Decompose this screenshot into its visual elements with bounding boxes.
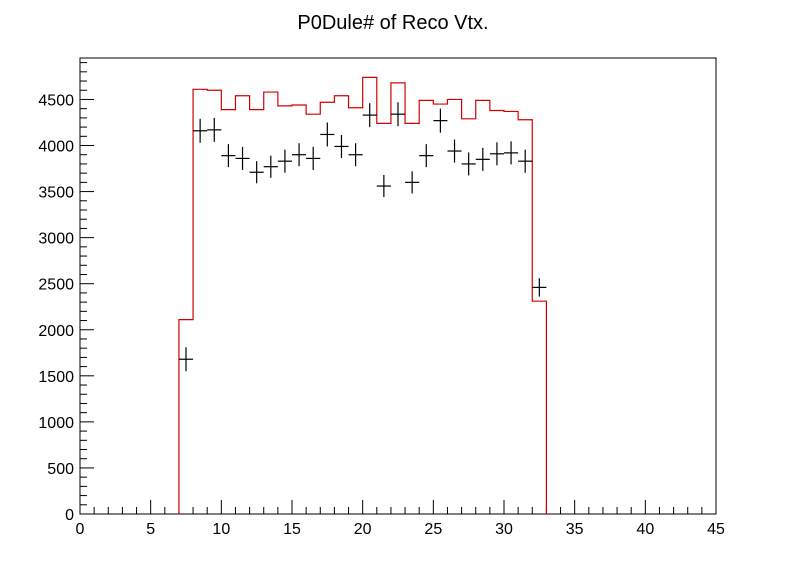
data-point [405,171,420,194]
data-point [320,122,335,147]
data-point [249,161,264,184]
data-point [178,347,194,372]
y-tick-label: 500 [47,461,74,478]
data-point [306,146,321,170]
data-point [447,139,462,163]
x-tick-label: 20 [354,521,372,538]
x-tick-label: 30 [495,521,513,538]
data-point [419,144,434,168]
data-point [489,142,504,166]
x-tick-label: 35 [566,521,584,538]
y-tick-label: 2000 [38,323,74,340]
y-tick-label: 1000 [38,415,74,432]
plot-frame [79,57,717,515]
data-point [362,103,377,128]
x-tick-label: 10 [212,521,230,538]
data-point [221,144,236,168]
x-tick-label: 5 [146,521,155,538]
y-tick-label: 0 [65,507,74,524]
data-point [376,174,391,198]
y-axis: 0 500 1000 1500 2000 2500 3000 3500 4000 4500 [38,62,94,524]
data-point [475,147,490,171]
data-point [433,108,448,133]
y-tick-label: 4500 [38,92,74,109]
data-point [518,149,533,173]
y-tick-label: 4000 [38,139,74,156]
data-point [193,118,208,143]
y-tick-label: 3500 [38,185,74,202]
data-point [277,149,292,173]
data-point [390,102,406,127]
chart-title: P0Dule# of Reco Vtx. [297,12,488,34]
y-tick-label: 3000 [38,231,74,248]
data-point [504,141,519,165]
data-point [532,278,547,297]
x-tick-label: 40 [636,521,654,538]
x-tick-label: 45 [707,521,725,538]
x-tick-label: 0 [76,521,85,538]
data-point [334,134,349,158]
histogram-step-line [178,76,547,514]
y-tick-label: 1500 [38,369,74,386]
data-point [263,155,278,178]
data-point [235,146,250,170]
x-tick-label: 25 [424,521,442,538]
x-axis: 0 5 10 15 20 25 30 35 40 45 [76,500,725,538]
data-point [292,143,307,167]
y-tick-label: 2500 [38,277,74,294]
x-tick-label: 15 [283,521,301,538]
data-points-series [178,102,547,372]
data-point [348,143,363,167]
data-point [207,117,222,142]
data-point [461,152,476,176]
mc-histogram-series [178,76,547,514]
